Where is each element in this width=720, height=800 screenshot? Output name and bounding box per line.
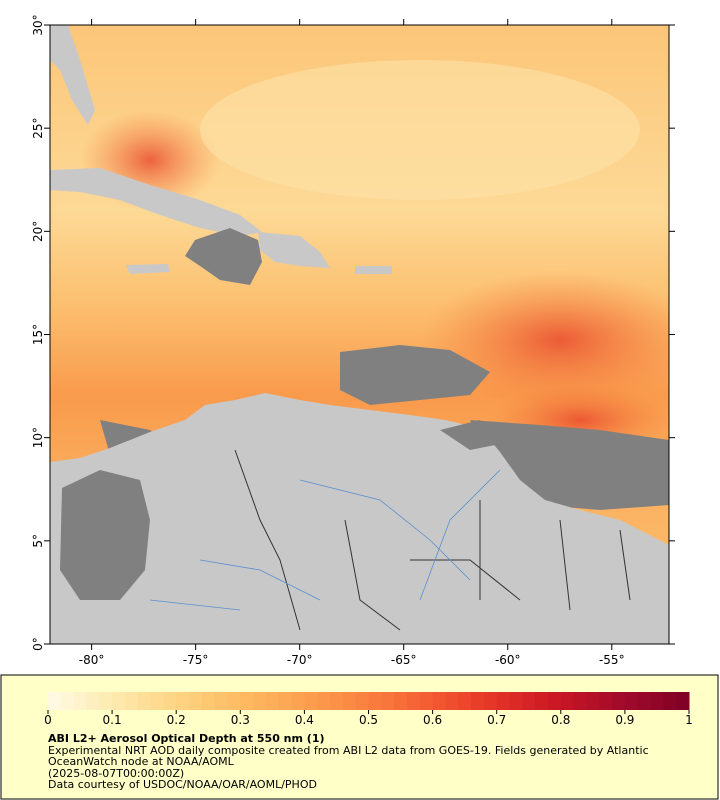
colorbar-tick-label: 0.1 xyxy=(103,713,122,727)
colorbar-tick-label: 0.5 xyxy=(359,713,378,727)
colorbar-step xyxy=(547,692,562,710)
x-tick-label: -65° xyxy=(391,653,417,667)
colorbar-step xyxy=(253,692,267,710)
colorbar-step xyxy=(458,692,472,710)
land xyxy=(50,393,669,644)
colorbar-step xyxy=(471,692,485,710)
colorbar-step xyxy=(573,692,587,710)
colorbar-step xyxy=(176,692,190,710)
colorbar-step xyxy=(624,692,639,710)
y-tick-label: 15° xyxy=(31,324,45,345)
colorbar-step xyxy=(342,692,357,710)
land xyxy=(258,232,330,268)
title: ABI L2+ Aerosol Optical Depth at 550 nm … xyxy=(48,732,325,745)
colorbar-step xyxy=(163,692,177,710)
colorbar-step xyxy=(522,692,536,710)
colorbar-step xyxy=(73,692,87,710)
colorbar-step xyxy=(355,692,369,710)
cloud xyxy=(470,420,669,510)
x-tick-label: -60° xyxy=(495,653,521,667)
colorbar-step xyxy=(406,692,421,710)
y-tick-label: 20° xyxy=(31,221,45,242)
colorbar-step xyxy=(432,692,446,710)
colorbar-tick-label: 0 xyxy=(44,713,52,727)
caption: ABI L2+ Aerosol Optical Depth at 550 nm … xyxy=(48,733,688,791)
cloud xyxy=(440,420,495,450)
colorbar-step xyxy=(189,692,203,710)
colorbar-step xyxy=(496,692,511,710)
caption-line: (2025-08-07T00:00:00Z) xyxy=(48,766,185,780)
colorbar-step xyxy=(265,692,280,710)
caption-line: Experimental NRT AOD daily composite cre… xyxy=(48,743,649,768)
colorbar-step xyxy=(317,692,331,710)
colorbar-tick-label: 0.7 xyxy=(487,713,506,727)
cloud xyxy=(185,228,262,285)
colorbar-step xyxy=(650,692,664,710)
colorbar-tick-label: 0.8 xyxy=(551,713,570,727)
border xyxy=(234,449,631,631)
colorbar-tick-label: 0.6 xyxy=(423,713,442,727)
colorbar-step xyxy=(509,692,523,710)
colorbar-step xyxy=(330,692,344,710)
colorbar-step xyxy=(483,692,498,710)
colorbar-step xyxy=(99,692,113,710)
colorbar-step xyxy=(304,692,318,710)
colorbar-step xyxy=(560,692,575,710)
colorbar-step xyxy=(150,692,164,710)
colorbar-step xyxy=(612,692,626,710)
colorbar-tick-label: 0.2 xyxy=(167,713,186,727)
colorbar-step xyxy=(214,692,228,710)
y-tick-label: 25° xyxy=(31,118,45,139)
colorbar-step xyxy=(368,692,382,710)
y-tick-label: 5° xyxy=(31,534,45,548)
colorbar-step xyxy=(445,692,459,710)
colorbar-step xyxy=(240,692,254,710)
colorbar-step xyxy=(663,692,677,710)
colorbar-step xyxy=(637,692,652,710)
colorbar-step xyxy=(291,692,305,710)
y-tick-label: 0° xyxy=(31,637,45,651)
x-tick-label: -70° xyxy=(287,653,313,667)
land xyxy=(126,264,170,274)
colorbar-step xyxy=(586,692,600,710)
colorbar-step xyxy=(599,692,613,710)
colorbar-step xyxy=(112,692,126,710)
colorbar-tick-label: 0.3 xyxy=(231,713,250,727)
colorbar-tick-label: 0.9 xyxy=(615,713,634,727)
land xyxy=(355,266,392,274)
colorbar-step xyxy=(381,692,395,710)
x-tick-label: -80° xyxy=(79,653,105,667)
colorbar-step xyxy=(227,692,241,710)
colorbar-step xyxy=(278,692,293,710)
caption-line: Data courtesy of USDOC/NOAA/OAR/AOML/PHO… xyxy=(48,778,317,791)
colorbar-step xyxy=(676,692,690,710)
colorbar-tick-label: 1 xyxy=(685,713,693,727)
river xyxy=(149,469,501,611)
colorbar-step xyxy=(86,692,100,710)
low-aod-zone xyxy=(200,60,640,200)
colorbar-tick-label: 0.4 xyxy=(295,713,314,727)
x-tick-label: -75° xyxy=(183,653,209,667)
colorbar-step xyxy=(419,692,434,710)
land xyxy=(50,25,95,125)
land xyxy=(50,168,262,236)
colorbar-step xyxy=(48,692,62,710)
x-tick-label: -55° xyxy=(599,653,625,667)
y-tick-label: 30° xyxy=(31,14,45,35)
colorbar-step xyxy=(394,692,408,710)
colorbar-step xyxy=(124,692,139,710)
map-area xyxy=(50,25,669,644)
y-tick-label: 10° xyxy=(31,427,45,448)
cloud xyxy=(60,470,150,600)
colorbar-step xyxy=(201,692,216,710)
colorbar-step xyxy=(60,692,75,710)
cloud xyxy=(340,345,490,405)
colorbar-step xyxy=(535,692,549,710)
colorbar-step xyxy=(137,692,152,710)
